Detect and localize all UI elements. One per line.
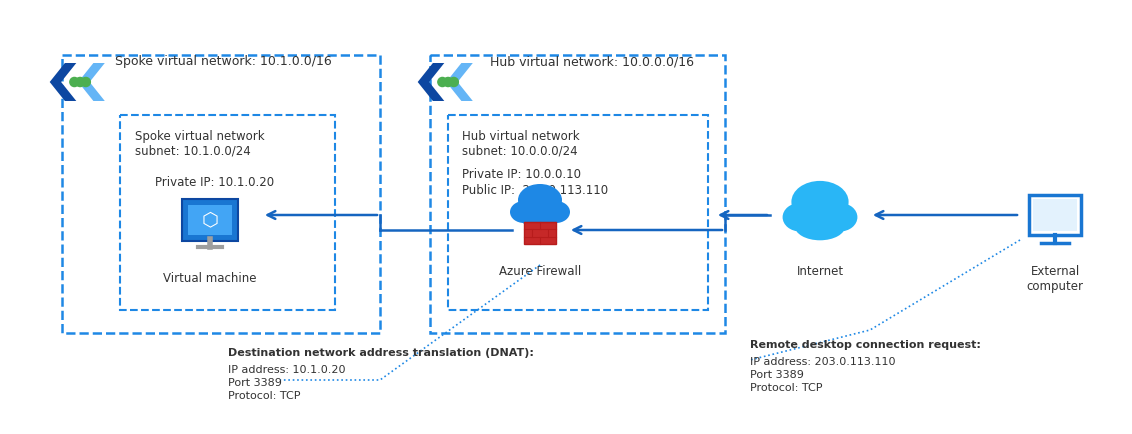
Circle shape	[76, 77, 85, 86]
Circle shape	[444, 77, 453, 86]
FancyBboxPatch shape	[1034, 199, 1077, 231]
Polygon shape	[78, 63, 105, 101]
Text: External
computer: External computer	[1027, 265, 1083, 293]
Text: Public IP:  203.0.113.110: Public IP: 203.0.113.110	[462, 184, 608, 197]
Text: Hub virtual network: 10.0.0.0/16: Hub virtual network: 10.0.0.0/16	[490, 56, 694, 69]
Ellipse shape	[791, 181, 849, 223]
Text: Protocol: TCP: Protocol: TCP	[228, 391, 300, 401]
Text: Destination network address translation (DNAT):: Destination network address translation …	[228, 348, 534, 358]
Text: IP address: 203.0.113.110: IP address: 203.0.113.110	[751, 357, 895, 367]
Ellipse shape	[795, 212, 846, 240]
Polygon shape	[446, 63, 473, 101]
Ellipse shape	[518, 184, 561, 216]
Ellipse shape	[542, 201, 571, 223]
FancyBboxPatch shape	[188, 205, 232, 235]
FancyBboxPatch shape	[524, 222, 556, 244]
Text: Spoke virtual network: 10.1.0.0/16: Spoke virtual network: 10.1.0.0/16	[115, 56, 332, 69]
Ellipse shape	[521, 207, 559, 229]
Text: Port 3389: Port 3389	[751, 370, 804, 380]
Ellipse shape	[782, 203, 817, 231]
Text: Hub virtual network
subnet: 10.0.0.0/24: Hub virtual network subnet: 10.0.0.0/24	[462, 130, 580, 158]
FancyBboxPatch shape	[1029, 195, 1081, 235]
Circle shape	[438, 77, 447, 86]
Ellipse shape	[822, 203, 857, 231]
Circle shape	[82, 77, 91, 86]
Circle shape	[70, 77, 79, 86]
FancyBboxPatch shape	[182, 199, 238, 241]
Text: Azure Firewall: Azure Firewall	[499, 265, 581, 278]
Text: IP address: 10.1.0.20: IP address: 10.1.0.20	[228, 365, 345, 375]
Text: ⬡: ⬡	[201, 210, 218, 230]
Text: Private IP: 10.0.0.10: Private IP: 10.0.0.10	[462, 168, 581, 181]
Text: Port 3389: Port 3389	[228, 378, 282, 388]
Polygon shape	[418, 63, 444, 101]
Circle shape	[449, 77, 458, 86]
Text: Virtual machine: Virtual machine	[163, 272, 257, 285]
Text: Internet: Internet	[797, 265, 843, 278]
Text: Remote desktop connection request:: Remote desktop connection request:	[751, 340, 980, 350]
Text: Spoke virtual network
subnet: 10.1.0.0/24: Spoke virtual network subnet: 10.1.0.0/2…	[135, 130, 265, 158]
Text: Private IP: 10.1.0.20: Private IP: 10.1.0.20	[155, 177, 274, 190]
Polygon shape	[50, 63, 76, 101]
Ellipse shape	[511, 201, 538, 223]
Text: Protocol: TCP: Protocol: TCP	[751, 383, 823, 393]
